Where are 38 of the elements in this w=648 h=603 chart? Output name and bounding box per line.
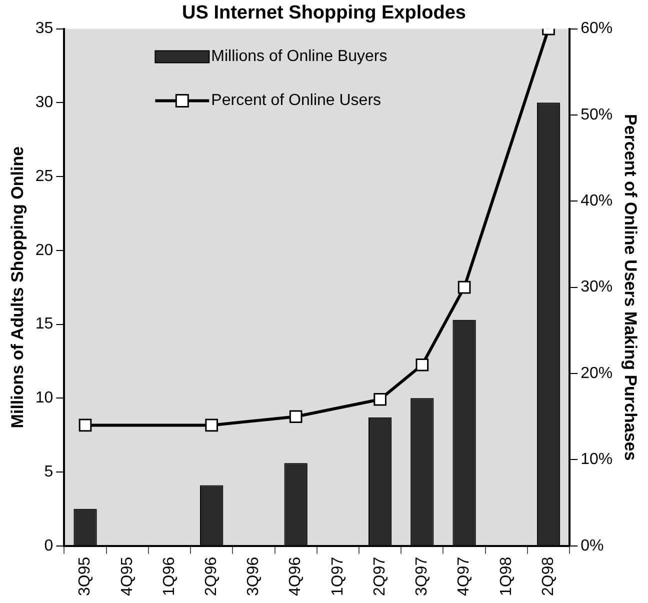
y2-tick-label: 60% — [580, 20, 613, 38]
y-axis-title: Millions of Adults Shopping Online — [8, 146, 27, 428]
point — [78, 418, 92, 432]
y-tick-label: 10 — [35, 390, 54, 407]
x-tick-label: 1Q98 — [498, 556, 515, 596]
y2-tick-label: 20% — [580, 364, 613, 382]
y-tick-label: 25 — [35, 168, 54, 185]
y2-axis-title: Percent of Online Users Making Purchases — [621, 114, 640, 461]
legend-label: Millions of Online Buyers — [211, 48, 388, 66]
y-tick-label: 35 — [35, 20, 54, 38]
point — [374, 392, 386, 406]
y2-tick-label: 30% — [580, 278, 613, 296]
point — [416, 358, 429, 372]
x-tick-label: 3Q95 — [76, 556, 94, 596]
y2-tick-label: 10% — [580, 451, 613, 468]
x-tick-label: 4Q96 — [287, 556, 304, 596]
chart-title: US Internet Shopping Explodes — [182, 2, 466, 24]
point — [205, 418, 218, 432]
x-tick-label: 3Q96 — [245, 556, 262, 596]
x-tick-label: 2Q98 — [540, 556, 557, 596]
x-tick-label: 3Q97 — [414, 556, 431, 596]
y-tick-label: 5 — [44, 463, 54, 480]
x-tick-label: 1Q96 — [160, 556, 178, 596]
point — [458, 280, 471, 294]
y2-tick-label: 0% — [580, 537, 604, 554]
y-tick-label: 0 — [44, 537, 54, 554]
y2-tick-label: 40% — [580, 192, 613, 210]
y-tick-label: 15 — [35, 316, 54, 333]
x-tick-label: 1Q97 — [329, 556, 346, 596]
x-tick-label: 4Q97 — [456, 556, 473, 596]
point — [289, 410, 302, 423]
y-tick-label: 20 — [35, 242, 54, 259]
x-tick-label: 2Q97 — [371, 556, 388, 596]
y-tick-label: 30 — [35, 94, 54, 112]
x-tick-label: 2Q96 — [203, 556, 220, 596]
y2-tick-label: 50% — [580, 106, 613, 124]
x-tick-label: 4Q95 — [118, 556, 136, 596]
legend-label: Percent of Online Users — [211, 92, 382, 110]
